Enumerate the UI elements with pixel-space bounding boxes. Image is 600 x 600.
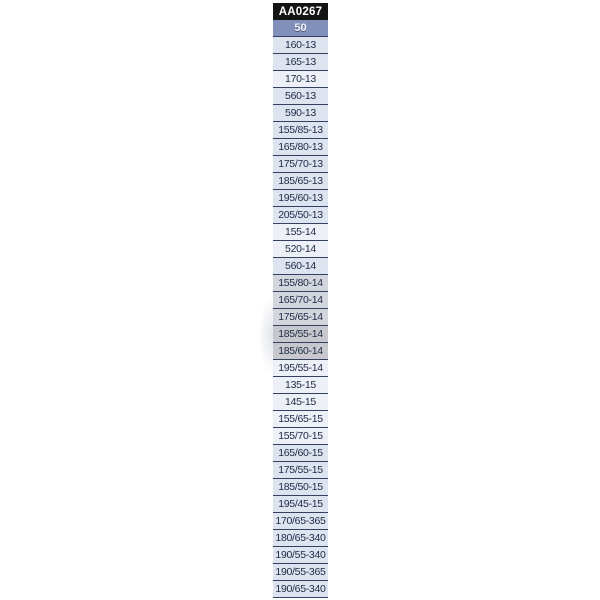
table-row: 155-14 — [273, 224, 328, 241]
product-code-header: AA0267 — [273, 3, 328, 20]
rows: 160-13 165-13 170-13 560-13 590-13 155/85-13 1… — [273, 37, 328, 598]
table-row: 560-13 — [273, 88, 328, 105]
table-row: 135-15 — [273, 377, 328, 394]
table-row: 165/80-13 — [273, 139, 328, 156]
table-row: 175/65-14 — [273, 309, 328, 326]
column-header-50: 50 — [273, 20, 328, 37]
table-row: 195/60-13 — [273, 190, 328, 207]
table-row: 190/55-365 — [273, 564, 328, 581]
table-row: 205/50-13 — [273, 207, 328, 224]
table-row: 560-14 — [273, 258, 328, 275]
table-row: 145-15 — [273, 394, 328, 411]
scan-artifact — [258, 295, 274, 375]
table-row: 155/80-14 — [273, 275, 328, 292]
table-row: 165/60-15 — [273, 445, 328, 462]
table-row: 165-13 — [273, 54, 328, 71]
table-row: 175/55-15 — [273, 462, 328, 479]
table-row: 170-13 — [273, 71, 328, 88]
table-row: 185/55-14 — [273, 326, 328, 343]
table-row: 190/55-340 — [273, 547, 328, 564]
table-row: 195/55-14 — [273, 360, 328, 377]
table-row: 160-13 — [273, 37, 328, 54]
table-row: 185/60-14 — [273, 343, 328, 360]
table-row: 190/65-340 — [273, 581, 328, 598]
table-row: 590-13 — [273, 105, 328, 122]
table-row: 520-14 — [273, 241, 328, 258]
table-row: 170/65-365 — [273, 513, 328, 530]
table-row: 195/45-15 — [273, 496, 328, 513]
table-row: 155/65-15 — [273, 411, 328, 428]
table-row: 185/65-13 — [273, 173, 328, 190]
table-row: 175/70-13 — [273, 156, 328, 173]
table-row: 155/85-13 — [273, 122, 328, 139]
table-row: 155/70-15 — [273, 428, 328, 445]
table-row: 165/70-14 — [273, 292, 328, 309]
tire-size-table: AA0267 50 160-13 165-13 170-13 560-13 590-13… — [273, 3, 328, 598]
table-row: 185/50-15 — [273, 479, 328, 496]
table-row: 180/65-340 — [273, 530, 328, 547]
